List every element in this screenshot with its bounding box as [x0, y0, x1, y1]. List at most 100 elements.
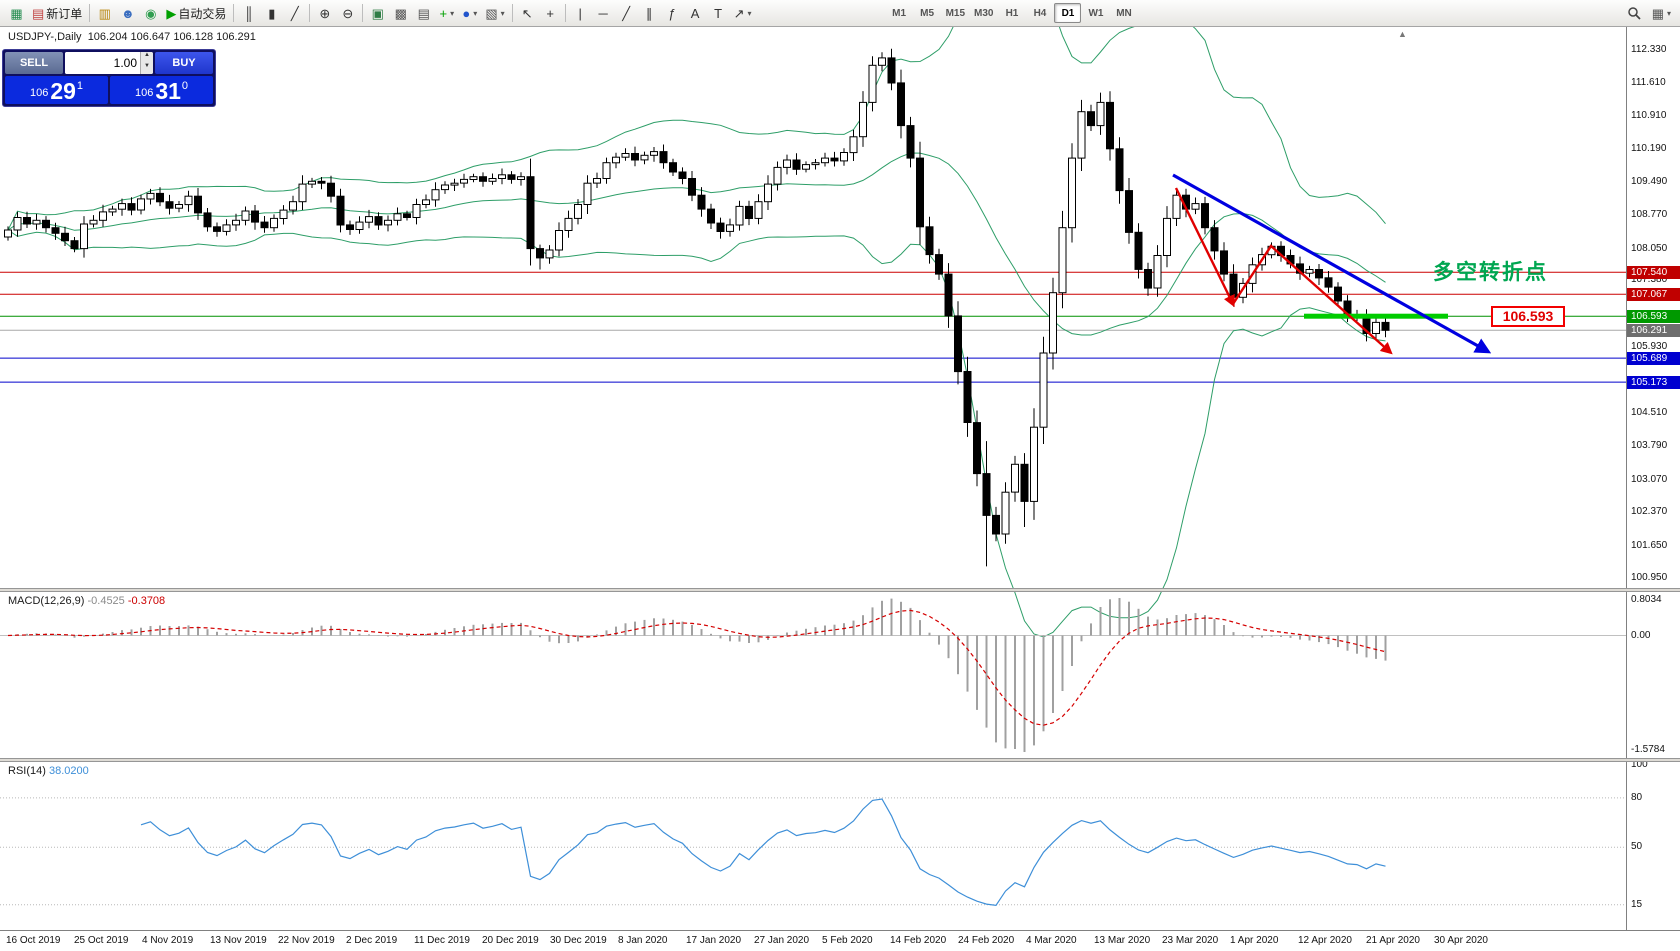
chart-canvas[interactable]: [0, 27, 1626, 930]
price-tag: 106.291: [1627, 323, 1680, 337]
axis-tick-label: 110.190: [1631, 143, 1667, 155]
rsi-name: RSI(14): [8, 765, 46, 777]
candlestick-type-icon[interactable]: ▮: [260, 2, 283, 24]
indicators-button[interactable]: + ▾: [435, 2, 458, 24]
volume-up-button[interactable]: ▲: [141, 52, 153, 63]
buy-button[interactable]: BUY: [155, 52, 213, 74]
timeframe-button-H4[interactable]: H4: [1033, 7, 1047, 19]
timeframe-button-D1[interactable]: D1: [1054, 3, 1082, 23]
red-arrow-1: [1174, 187, 1235, 308]
sell-price-prefix: 106: [29, 87, 49, 99]
search-button[interactable]: [1623, 2, 1646, 24]
tile-windows-icon: ▣: [371, 5, 384, 21]
bar-chart-type-icon[interactable]: ║: [237, 2, 260, 24]
fibonacci-icon[interactable]: ƒ: [661, 2, 684, 24]
trendline-icon: ╱: [622, 5, 631, 21]
templates-button-icon: ▧: [485, 5, 498, 21]
symbol-chart-icon[interactable]: ▦: [5, 2, 28, 24]
new-order-button[interactable]: ▤ 新订单: [28, 2, 86, 24]
timeframe-button-H1[interactable]: H1: [1005, 7, 1019, 19]
community-icon[interactable]: ◉: [139, 2, 162, 24]
timeframe-button-W1[interactable]: W1: [1088, 7, 1104, 19]
autotrade-button[interactable]: ▶ 自动交易: [162, 2, 230, 24]
panel-splitter-macd[interactable]: [0, 588, 1680, 592]
date-label: 25 Oct 2019: [74, 935, 129, 946]
volume-input[interactable]: [65, 52, 140, 74]
search-icon: [1628, 7, 1641, 20]
accounts-icon[interactable]: ☻: [116, 2, 139, 24]
history-center-icon[interactable]: ▥: [93, 2, 116, 24]
macd-indicator: [0, 598, 1626, 752]
zoom-in-icon[interactable]: ⊕: [313, 2, 336, 24]
red-arrow-2: [1231, 244, 1393, 355]
cursor-icon[interactable]: ↖: [516, 2, 539, 24]
date-axis: 16 Oct 2019 25 Oct 2019 4 Nov 2019 13 Nov 2…: [0, 930, 1680, 951]
sell-button[interactable]: SELL: [5, 52, 63, 74]
date-label: 30 Dec 2019: [550, 935, 607, 946]
price-axis: 112.330 111.610 110.910 110.190 109.490 108.7…: [1626, 27, 1680, 930]
symbol-chart-icon: ▦: [10, 5, 23, 21]
turning-point-annotation: 多空转折点: [1433, 261, 1548, 284]
buy-price-prefix: 106: [134, 87, 154, 99]
chart-drawings[interactable]: [1172, 173, 1492, 355]
date-label: 23 Mar 2020: [1162, 935, 1219, 946]
zoom-out-icon: ⊖: [342, 5, 354, 21]
templates-button[interactable]: ▧ ▾: [481, 2, 508, 24]
buy-price[interactable]: 106 31 0: [110, 76, 213, 104]
date-label: 1 Apr 2020: [1230, 935, 1279, 946]
toolbar-separator: [362, 4, 364, 22]
rsi-value: 38.0200: [48, 765, 89, 777]
zoom-in-icon: ⊕: [319, 5, 331, 21]
fibonacci-icon: ƒ: [668, 5, 676, 21]
line-chart-type-icon[interactable]: ╱: [283, 2, 306, 24]
trendline-icon[interactable]: ╱: [615, 2, 638, 24]
vertical-line-icon: |: [578, 5, 582, 21]
volume-spinner: ▲ ▼: [140, 52, 153, 74]
toolbar-buttons: ▦ ▤ 新订单 ▥ ☻ ◉ ▶ 自动交易 ║ ▮ ╱ ⊕ ⊖ ▣ ▩ ▤ + ▾ ● ▾ ▧ ▾ ↖ + | ─ ╱ ∥ ƒ A T ↗ ▾: [5, 2, 756, 24]
cascade-windows-icon[interactable]: ▩: [389, 2, 412, 24]
new-window-icon: ▦: [1651, 5, 1664, 21]
horizontal-line-icon[interactable]: ─: [592, 2, 615, 24]
timeframe-button-M15[interactable]: M15: [945, 7, 966, 19]
ohlc-values: 106.204 106.647 106.128 106.291: [87, 31, 256, 43]
sell-price-sup: 1: [76, 80, 84, 92]
arrange-windows-icon[interactable]: ▤: [412, 2, 435, 24]
vertical-line-icon[interactable]: |: [569, 2, 592, 24]
date-label: 12 Apr 2020: [1298, 935, 1352, 946]
axis-tick-label: 103.790: [1631, 440, 1668, 452]
timeframe-button-M5[interactable]: M5: [920, 7, 935, 19]
timeframe-button-M30[interactable]: M30: [974, 7, 994, 19]
toolbar-separator: [233, 4, 235, 22]
date-label: 20 Dec 2019: [482, 935, 539, 946]
axis-tick-label: 108.770: [1631, 209, 1668, 221]
community-icon: ◉: [145, 5, 157, 21]
axis-tick-label: 111.610: [1631, 77, 1666, 89]
date-label: 14 Feb 2020: [890, 935, 947, 946]
arrows-icon[interactable]: ↗ ▾: [730, 2, 756, 24]
timeframe-button-M1[interactable]: M1: [892, 7, 907, 19]
timeframe-button-MN[interactable]: MN: [1116, 7, 1132, 19]
chart-title: USDJPY-,Daily 106.204 106.647 106.128 10…: [8, 31, 256, 43]
volume-down-button[interactable]: ▼: [141, 63, 153, 74]
sell-price[interactable]: 106 29 1: [5, 76, 108, 104]
price-level-box: 106.593: [1491, 306, 1565, 327]
text-icon[interactable]: A: [684, 2, 707, 24]
tile-windows-icon[interactable]: ▣: [366, 2, 389, 24]
panel-splitter-rsi[interactable]: [0, 758, 1680, 762]
axis-tick-label: 15: [1631, 898, 1643, 910]
objects-button[interactable]: ● ▾: [458, 2, 481, 24]
axis-tick-label: 108.050: [1631, 242, 1668, 254]
label-icon[interactable]: T: [707, 2, 730, 24]
new-window-button[interactable]: ▦ ▾: [1648, 2, 1675, 24]
axis-tick-label: 102.370: [1631, 506, 1668, 518]
channel-icon[interactable]: ∥: [638, 2, 661, 24]
price-tag: 106.593: [1627, 309, 1680, 323]
symbol-period-label: USDJPY-,Daily: [8, 31, 82, 43]
toolbar: ▦ ▤ 新订单 ▥ ☻ ◉ ▶ 自动交易 ║ ▮ ╱ ⊕ ⊖ ▣ ▩ ▤ + ▾ ● ▾ ▧ ▾ ↖ + | ─ ╱ ∥ ƒ A T ↗ ▾ M…: [0, 0, 1680, 27]
axis-tick-label: 100: [1631, 759, 1648, 770]
toolbar-separator: [511, 4, 513, 22]
zoom-out-icon[interactable]: ⊖: [336, 2, 359, 24]
cascade-windows-icon: ▩: [394, 5, 407, 21]
autotrade-play-icon: ▶: [166, 5, 177, 21]
crosshair-icon[interactable]: +: [539, 2, 562, 24]
